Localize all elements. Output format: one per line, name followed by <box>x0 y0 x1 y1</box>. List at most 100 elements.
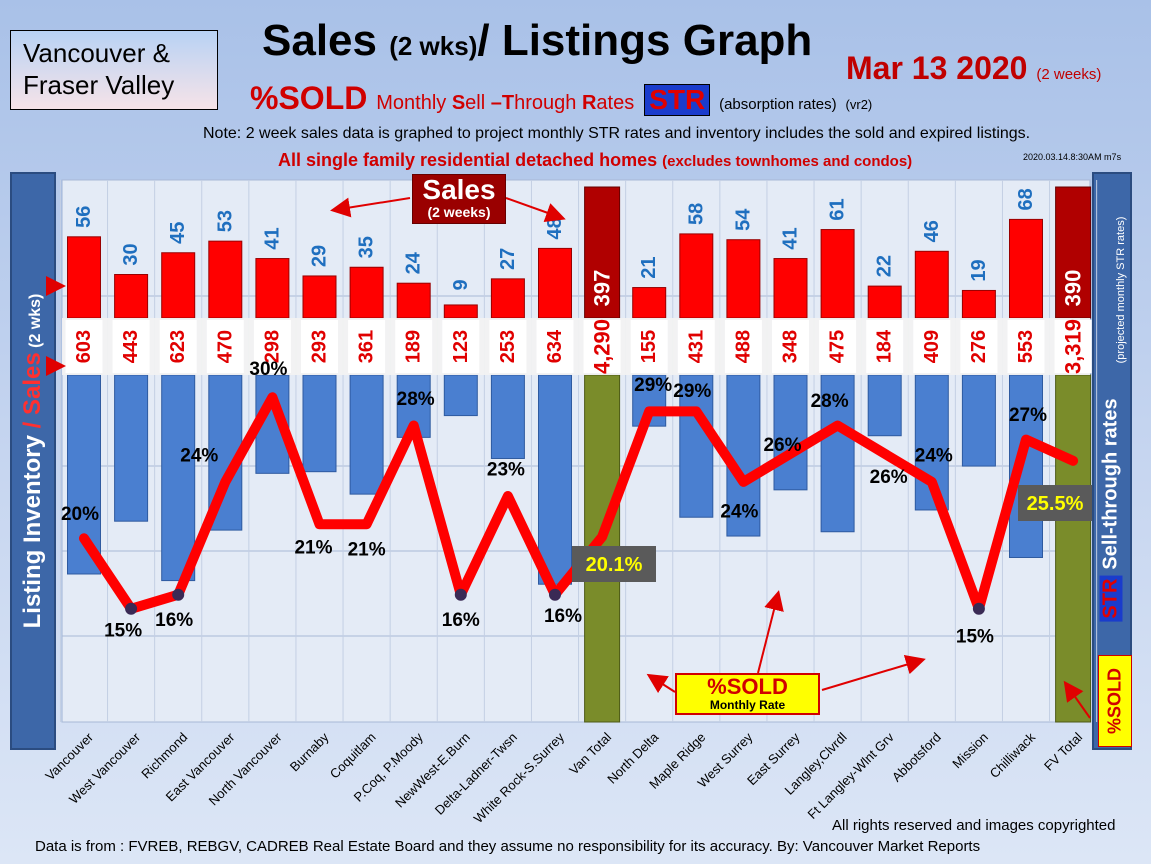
sales-bar <box>161 252 196 319</box>
pct-label: 16% <box>544 606 582 627</box>
sales-label: 53 <box>214 210 236 232</box>
inventory-label-cell <box>772 320 809 373</box>
monthly-r: R <box>581 92 597 114</box>
sold-subtitle: %SOLD Monthly Sell –Through Rates STR (ab… <box>250 80 872 117</box>
total-pct-box <box>572 546 656 582</box>
sales-callout: Sales (2 weeks) <box>412 174 506 224</box>
x-axis-label: Chilliwack <box>987 729 1039 781</box>
inventory-label-cell <box>159 320 197 373</box>
footer-rights: All rights reserved and images copyright… <box>832 817 1116 834</box>
total-pct-label: 25.5% <box>1027 493 1084 515</box>
sales-bars <box>67 186 1092 319</box>
sales-bar <box>208 240 243 319</box>
sales-bar <box>632 287 667 319</box>
x-axis-label: Van Total <box>566 729 614 777</box>
inventory-label: 276 <box>968 330 990 363</box>
sales-label: 58 <box>685 203 707 225</box>
sales-label: 35 <box>356 236 378 258</box>
sales-bar <box>679 233 714 319</box>
pct-label: 15% <box>956 626 994 647</box>
sales-bar <box>867 285 902 319</box>
absorption-text: (absorption rates) <box>719 96 837 113</box>
inventory-label: 253 <box>497 330 519 363</box>
inventory-label: 475 <box>827 330 849 363</box>
inventory-bar <box>726 374 761 537</box>
sales-label: 27 <box>497 248 519 270</box>
sold-pct-text: %SOLD <box>250 80 368 116</box>
sales-label: 22 <box>874 255 896 277</box>
monthly-ell: ell <box>465 92 491 114</box>
x-axis-label: Burnaby <box>287 729 332 774</box>
date-note: (2 weeks) <box>1036 66 1102 83</box>
inventory-label: 553 <box>1015 330 1037 363</box>
report-date: Mar 13 2020 (2 weeks) <box>846 50 1101 87</box>
inventory-label-cell <box>677 320 715 373</box>
region-line-2: Fraser Valley <box>23 70 175 100</box>
sales-bar <box>443 304 478 319</box>
callout-arrows <box>46 197 1091 719</box>
str-low-point <box>125 602 138 615</box>
inventory-label-cell <box>819 320 857 373</box>
inventory-bar <box>1055 374 1092 723</box>
pct-label: 26% <box>763 435 801 456</box>
inventory-label: 634 <box>544 329 566 363</box>
sales-label: 56 <box>73 206 95 228</box>
sales-label: 48 <box>544 217 566 239</box>
inventory-label-cell <box>301 320 338 373</box>
inventory-bar <box>961 374 996 467</box>
sales-label: 41 <box>261 227 283 249</box>
inventory-bar <box>679 374 714 518</box>
str-low-point <box>972 602 985 615</box>
sales-labels: 56 30 45 53 41 29 35 24 9 27 48 397 21 58 54 41 61 22 46 19… <box>73 188 1086 306</box>
x-axis-label: Abbotsford <box>889 730 944 785</box>
sales-bar <box>396 282 431 319</box>
str-low-point <box>172 588 185 601</box>
sales-label: 21 <box>638 256 660 278</box>
inventory-label-cell <box>348 320 386 373</box>
pct-label: 24% <box>915 445 953 466</box>
inventory-label-cell <box>913 320 951 373</box>
pct-label: 26% <box>870 467 908 488</box>
inventory-label: 488 <box>732 330 754 363</box>
footer-source: Data is from : FVREB, REBGV, CADREB Real… <box>35 838 981 855</box>
inventory-label-cell <box>253 320 291 373</box>
title-sub: (2 wks) <box>389 31 478 61</box>
monthly-prefix: Monthly <box>376 92 452 114</box>
sales-bar <box>773 258 808 319</box>
title-main: Sales <box>262 16 390 65</box>
sales-callout-title: Sales <box>422 174 496 205</box>
sold-callout: %SOLD Monthly Rate <box>675 673 820 715</box>
sales-bar <box>1009 218 1043 319</box>
total-pct-box <box>1018 485 1092 521</box>
sales-label: 390 <box>1061 270 1086 307</box>
inventory-label: 470 <box>214 330 236 363</box>
scope-text: All single family residential detached h… <box>278 150 912 171</box>
str-badge: STR <box>644 84 711 116</box>
arrow-sold-up <box>757 590 784 674</box>
title-rest: / Listings Graph <box>477 16 813 65</box>
right-axis-panel <box>1092 172 1132 750</box>
inventory-label-cell <box>866 320 904 373</box>
inventory-label: 123 <box>450 330 472 363</box>
sales-bar <box>302 275 337 319</box>
pct-label: 27% <box>1009 405 1047 426</box>
left-axis-panel <box>10 172 56 750</box>
arrow-sales-right <box>505 197 566 223</box>
timestamp: 2020.03.14.8:30AM m7s <box>1023 152 1122 162</box>
sales-label: 45 <box>167 222 189 244</box>
pct-label: 21% <box>294 538 332 559</box>
sales-label: 68 <box>1015 188 1037 210</box>
inventory-label: 3,319 <box>1061 319 1086 374</box>
inventory-bar <box>773 374 808 491</box>
inventory-label-cell <box>112 320 150 373</box>
pct-label: 21% <box>348 540 386 561</box>
date-text: Mar 13 2020 <box>846 50 1028 86</box>
arrow-sold-left <box>646 673 676 694</box>
str-low-point <box>549 588 561 601</box>
inventory-label-band <box>62 318 1092 375</box>
x-axis-label: Mission <box>949 730 991 772</box>
sales-callout-sub: (2 weeks) <box>427 204 491 220</box>
x-axis-label: FV Total <box>1041 729 1085 773</box>
sales-bar <box>726 239 761 319</box>
